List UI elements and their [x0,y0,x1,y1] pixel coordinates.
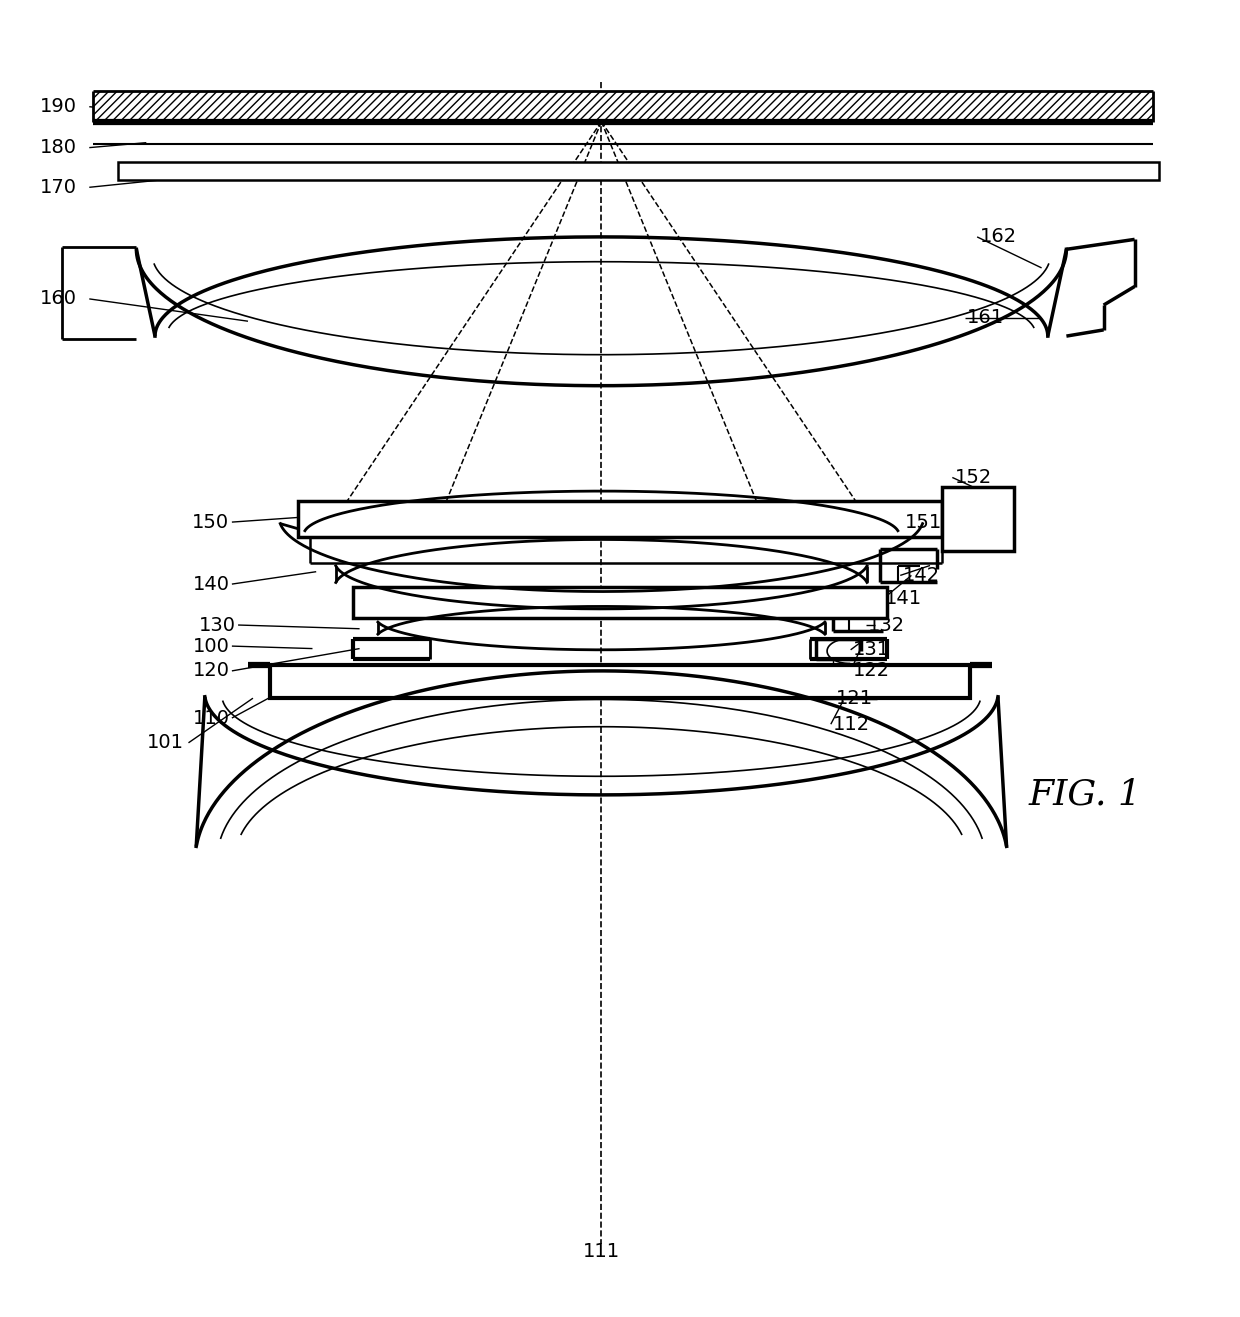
Text: 162: 162 [980,228,1017,246]
Bar [118,162,1159,180]
Bar [942,487,1014,551]
Bar [353,586,887,618]
Text: 112: 112 [833,715,870,734]
Text: 132: 132 [868,615,905,635]
Bar [270,665,970,698]
Bar [298,500,942,537]
Text: 161: 161 [967,308,1004,327]
Text: 100: 100 [192,636,229,656]
Text: 120: 120 [192,661,229,681]
Text: 170: 170 [40,178,77,196]
Text: 151: 151 [905,512,942,532]
Text: 150: 150 [192,512,229,532]
Text: 130: 130 [198,615,236,635]
Text: 131: 131 [853,640,890,660]
Text: 152: 152 [955,468,992,487]
Text: 111: 111 [583,1242,620,1260]
Text: 142: 142 [903,566,940,585]
Text: 141: 141 [885,590,923,608]
Text: 180: 180 [40,138,77,157]
Text: 110: 110 [192,709,229,727]
Bar [93,91,1153,121]
Text: 101: 101 [146,734,184,752]
Text: 190: 190 [40,97,77,116]
Text: FIG. 1: FIG. 1 [1028,778,1142,811]
Text: 122: 122 [853,661,890,681]
Text: 121: 121 [836,689,873,707]
Text: 140: 140 [192,574,229,594]
Text: 160: 160 [40,290,77,308]
